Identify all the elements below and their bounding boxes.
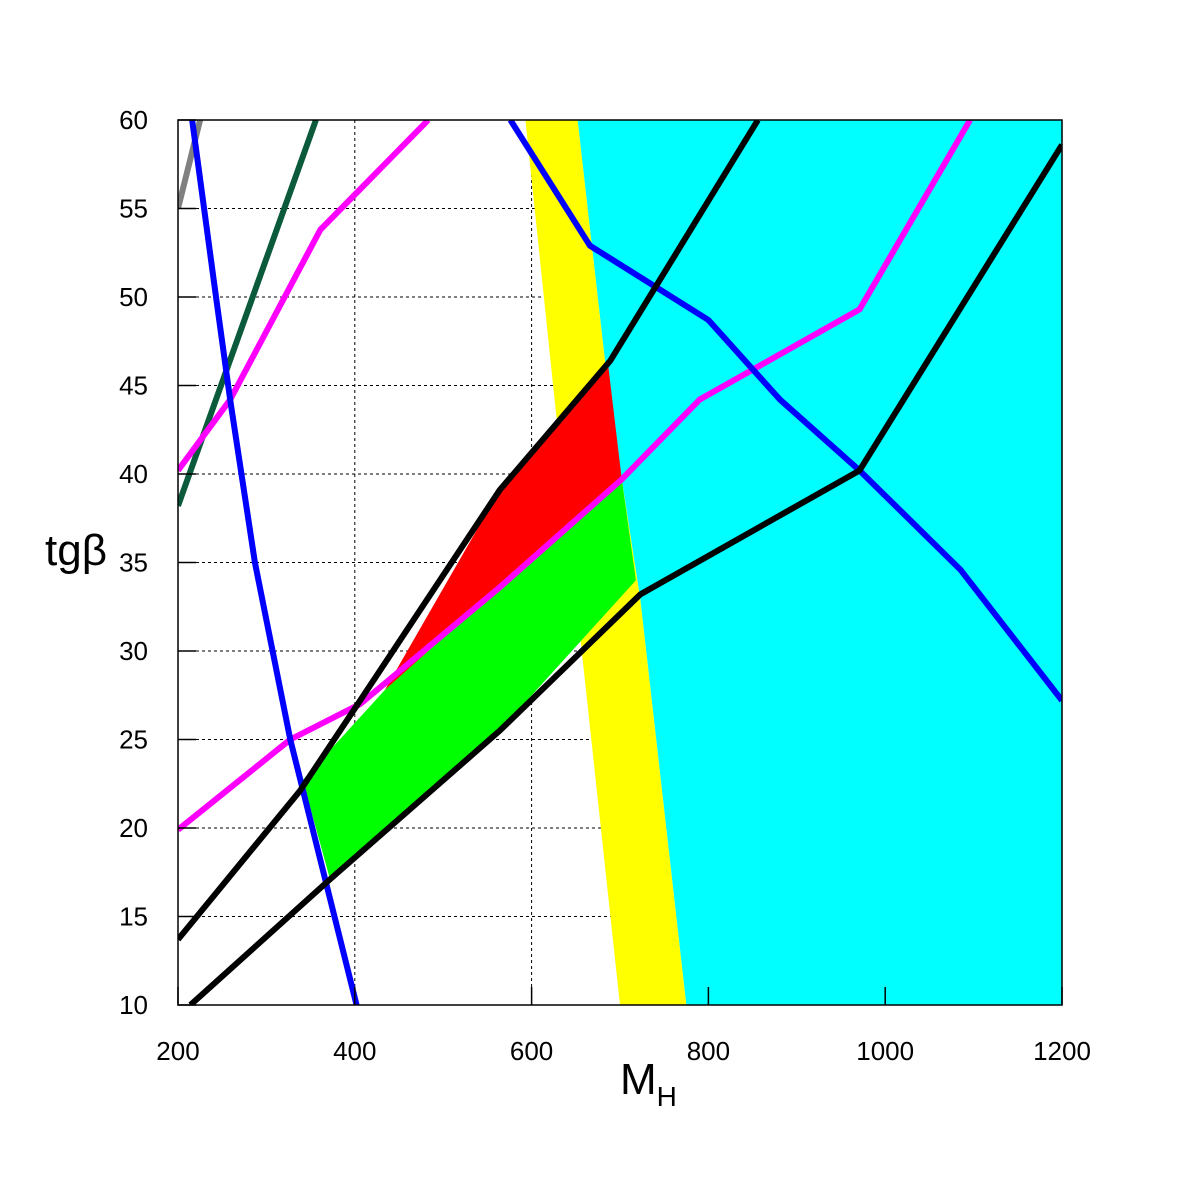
region bbox=[302, 479, 636, 880]
curve bbox=[507, 120, 1062, 703]
y-tick-label: 60 bbox=[119, 105, 148, 135]
x-tick-label: 800 bbox=[687, 1036, 730, 1066]
x-tick-label: 200 bbox=[156, 1036, 199, 1066]
y-tick-label: 40 bbox=[119, 459, 148, 489]
lines bbox=[178, 120, 1062, 1005]
regions bbox=[302, 120, 1062, 1005]
x-tick-label: 600 bbox=[510, 1036, 553, 1066]
curve bbox=[189, 120, 360, 1005]
y-tick-label: 15 bbox=[119, 902, 148, 932]
ticks: 200 400 600 800 1000 1200 10 15 20 25 30 35 40 45 50 55… bbox=[119, 105, 1091, 1066]
x-tick-label: 1200 bbox=[1033, 1036, 1091, 1066]
y-tick-label: 20 bbox=[119, 813, 148, 843]
y-tick-label: 10 bbox=[119, 990, 148, 1020]
x-tick-label: 1000 bbox=[856, 1036, 914, 1066]
y-tick-label: 30 bbox=[119, 636, 148, 666]
y-axis-label: tgβ bbox=[45, 526, 107, 575]
y-tick-label: 35 bbox=[119, 548, 148, 578]
curve bbox=[178, 120, 431, 473]
x-tick-label: 400 bbox=[333, 1036, 376, 1066]
curve bbox=[178, 120, 761, 942]
y-tick-label: 25 bbox=[119, 725, 148, 755]
curve bbox=[178, 120, 973, 833]
x-axis-label-main: M bbox=[620, 1055, 657, 1104]
x-axis-label-sub: H bbox=[657, 1081, 677, 1112]
y-tick-label: 55 bbox=[119, 194, 148, 224]
y-tick-label: 50 bbox=[119, 282, 148, 312]
region bbox=[384, 360, 622, 690]
x-axis-label: MH bbox=[620, 1055, 677, 1112]
curve bbox=[188, 143, 1062, 1005]
y-tick-label: 45 bbox=[119, 371, 148, 401]
